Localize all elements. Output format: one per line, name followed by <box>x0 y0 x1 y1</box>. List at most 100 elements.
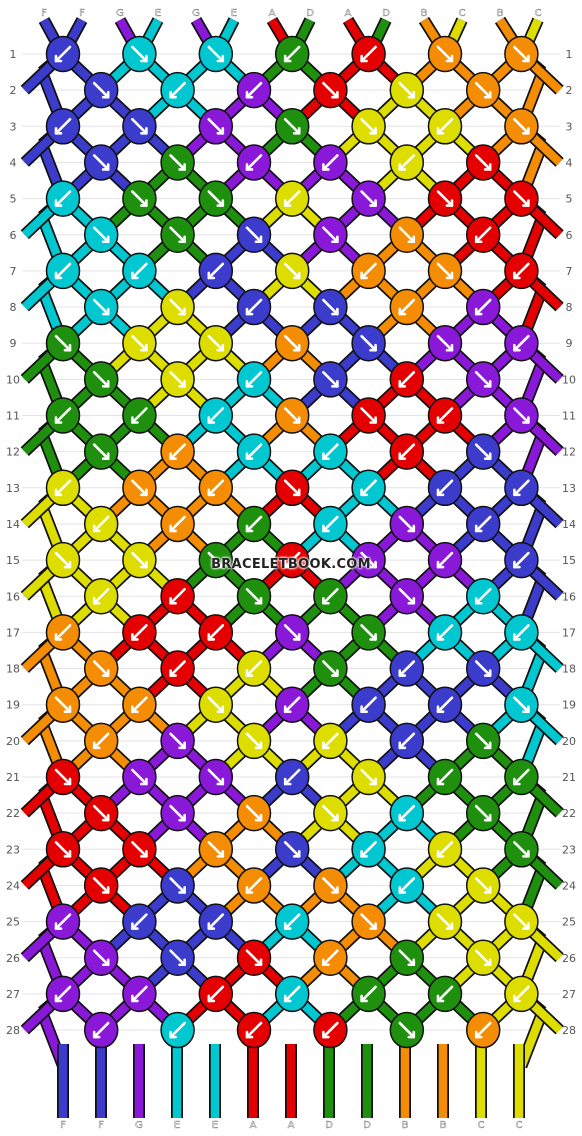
knot <box>198 252 234 290</box>
knot-arrow-shaft <box>360 768 377 786</box>
knot-arrow-shaft <box>283 262 301 280</box>
knot-arrow-head <box>407 958 416 967</box>
knot-arrow-head <box>245 669 254 677</box>
knot-arrow-head <box>513 777 521 786</box>
top-string-label: E <box>231 8 237 19</box>
knot-arrow-shaft <box>245 371 263 388</box>
knot <box>351 975 386 1013</box>
knot <box>389 288 425 326</box>
knot-arrow-head <box>483 886 492 894</box>
knot-arrow-shaft <box>436 334 454 352</box>
knot <box>160 288 195 326</box>
row-number-right: 27 <box>562 988 576 1001</box>
knot-arrow-head <box>436 849 445 858</box>
top-string-label: C <box>459 8 466 19</box>
knot-arrow-head <box>169 669 177 677</box>
knot <box>198 108 234 145</box>
row-number-left: 19 <box>6 699 20 712</box>
knot-arrow-shaft <box>207 407 225 424</box>
knot-arrow-head <box>54 271 63 280</box>
knot-arrow-shaft <box>283 479 301 497</box>
knot <box>45 686 81 723</box>
knot <box>236 578 272 615</box>
knot <box>45 975 81 1013</box>
row-number-left: 4 <box>10 156 17 169</box>
knot-arrow-head <box>407 596 416 605</box>
knot <box>274 903 310 940</box>
knot <box>122 108 157 145</box>
knot-arrow-shaft <box>360 696 377 714</box>
knot <box>313 288 348 326</box>
knot-arrow-shaft <box>474 660 492 677</box>
knot-arrow-head <box>292 343 301 352</box>
knot <box>274 180 310 217</box>
knot <box>83 216 119 253</box>
knot-arrow-head <box>445 199 454 207</box>
row-number-left: 3 <box>10 120 17 133</box>
knot-arrow-head <box>178 380 186 388</box>
knot-arrow-head <box>101 886 110 894</box>
knot-arrow-head <box>369 199 377 207</box>
knot-arrow-shaft <box>245 81 263 99</box>
knot-arrow-shaft <box>169 81 186 99</box>
knot-arrow-head <box>322 452 330 460</box>
knot-arrow-shaft <box>54 118 72 135</box>
knot-arrow-head <box>63 777 72 786</box>
knot-arrow-head <box>245 886 254 894</box>
knot-arrow-head <box>131 271 139 280</box>
knot <box>465 216 501 253</box>
knot-arrow-shaft <box>398 732 416 750</box>
knot <box>351 541 386 579</box>
knot-arrow-head <box>360 54 368 63</box>
knot-arrow-shaft <box>54 840 72 858</box>
row-number-right: 9 <box>566 337 573 350</box>
knot-arrow-shaft <box>283 334 301 352</box>
row-number-right: 23 <box>562 843 576 856</box>
knot-arrow-head <box>283 54 292 63</box>
knot-arrow-shaft <box>131 768 148 786</box>
bottom-string-label: E <box>174 1120 180 1131</box>
knot-arrow-head <box>369 416 377 424</box>
knot-arrow-head <box>178 958 186 967</box>
knot-arrow-shaft <box>474 154 492 171</box>
knot-arrow-shaft <box>474 587 492 605</box>
knot-arrow-shaft <box>245 732 263 750</box>
knot <box>45 831 81 868</box>
row-number-left: 16 <box>6 590 20 603</box>
knot <box>83 505 119 543</box>
knot <box>236 867 272 904</box>
knot <box>351 35 386 73</box>
knot-arrow-shaft <box>322 443 339 460</box>
knot-arrow-shaft <box>398 226 416 244</box>
knot-arrow-head <box>360 994 368 1003</box>
knot <box>274 324 310 362</box>
knot-arrow-shaft <box>92 804 110 822</box>
knot <box>427 541 463 579</box>
knot-arrow-head <box>522 922 530 930</box>
knot <box>160 1011 195 1049</box>
knot-arrow-head <box>322 524 330 533</box>
knot-arrow-head <box>140 343 148 352</box>
knot-arrow-head <box>63 560 72 569</box>
knot-arrow-shaft <box>322 732 339 750</box>
knot-arrow-head <box>131 994 139 1003</box>
knot <box>122 758 157 796</box>
row-number-right: 28 <box>562 1024 576 1037</box>
knot <box>45 903 81 940</box>
knot-arrow-head <box>331 380 339 388</box>
knot-arrow-head <box>436 560 445 569</box>
knot-arrow-head <box>322 163 330 171</box>
knot-arrow-shaft <box>436 262 454 280</box>
bottom-string-label: F <box>60 1120 66 1131</box>
knot-arrow-head <box>283 777 292 786</box>
knot-arrow-shaft <box>283 45 301 63</box>
knot-arrow-head <box>283 199 292 207</box>
knot <box>504 252 539 290</box>
knot-arrow-head <box>101 813 110 822</box>
knot-arrow-shaft <box>474 515 492 533</box>
knot-arrow-head <box>216 127 225 135</box>
knot-arrow-head <box>292 127 301 135</box>
knot-arrow-head <box>522 416 530 424</box>
knot-arrow-shaft <box>92 1021 110 1039</box>
knot-arrow-head <box>169 524 177 533</box>
